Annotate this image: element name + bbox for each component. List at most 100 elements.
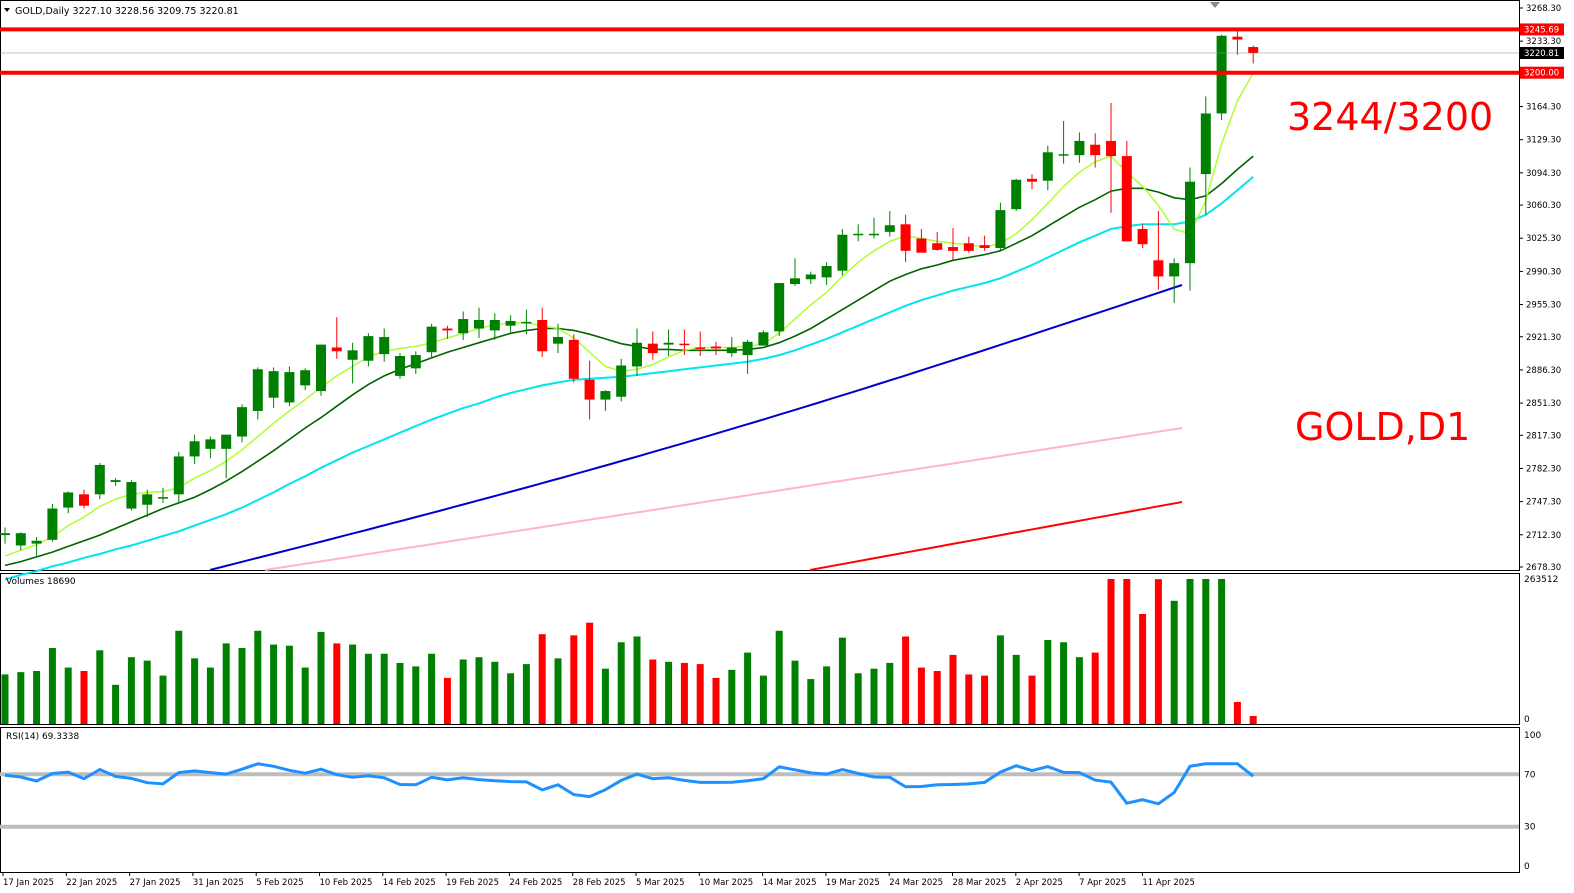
- candle: [853, 224, 864, 242]
- volume-bar: [823, 666, 831, 724]
- candle-body: [458, 319, 469, 334]
- candle: [948, 228, 958, 261]
- volume-bar: [1249, 716, 1257, 724]
- moving-averages: [4, 72, 1254, 581]
- candle: [869, 217, 879, 239]
- candle-body: [474, 319, 484, 329]
- volume-bar: [507, 673, 515, 724]
- volume-max-label: 263512: [1524, 575, 1558, 585]
- rsi-label: RSI(14) 69.3338: [6, 732, 79, 742]
- candle-body: [805, 274, 816, 280]
- time-tick-label: 22 Jan 2025: [66, 878, 117, 888]
- candle-body: [695, 347, 706, 349]
- volume-bar: [807, 679, 815, 724]
- volume-bar: [996, 635, 1004, 724]
- horizontal-levels[interactable]: [0, 27, 1519, 75]
- volume-bar: [665, 661, 673, 724]
- time-tick-label: 17 Jan 2025: [3, 878, 54, 888]
- candle-body: [47, 508, 58, 540]
- volume-bar: [712, 677, 720, 724]
- rsi-line: [4, 762, 1255, 806]
- volume-bar: [522, 664, 530, 724]
- candle-body: [1137, 229, 1148, 245]
- rsi-tick-label: 0: [1524, 862, 1530, 872]
- time-tick-label: 19 Mar 2025: [826, 878, 880, 888]
- volume-bar: [570, 635, 578, 724]
- level-price-tag: [1520, 23, 1564, 36]
- volume-bar: [285, 645, 293, 724]
- candle-body: [126, 482, 137, 509]
- rsi-panel[interactable]: [0, 727, 1520, 873]
- candle: [363, 333, 374, 367]
- candle-body: [489, 319, 500, 331]
- candle-body: [15, 533, 26, 546]
- candle-body: [837, 234, 848, 271]
- candle: [94, 463, 105, 500]
- volume-bar: [333, 643, 341, 724]
- candle: [726, 337, 737, 357]
- candle: [316, 344, 326, 396]
- candle-body: [237, 407, 247, 437]
- volume-bar: [601, 668, 609, 724]
- time-tick-label: 5 Feb 2025: [256, 878, 304, 888]
- candle-body: [63, 492, 74, 508]
- candle-body: [1090, 144, 1101, 156]
- volume-bar: [1186, 579, 1194, 724]
- candle: [79, 489, 89, 509]
- candle: [142, 489, 153, 518]
- price-tick-label: 3129.30: [1526, 136, 1561, 146]
- candle-body: [142, 494, 153, 505]
- candle: [584, 360, 595, 420]
- volume-bar: [159, 675, 167, 724]
- candle-body: [537, 319, 548, 352]
- candle-body: [1058, 154, 1069, 156]
- volume-bar: [270, 644, 278, 724]
- volume-bar: [917, 667, 925, 724]
- candle-body: [1106, 140, 1116, 157]
- volume-bar: [680, 662, 688, 724]
- level-price-label: 3245.69: [1524, 25, 1559, 35]
- candle-body: [758, 332, 769, 346]
- volume-bar: [1028, 675, 1036, 724]
- candle-body: [442, 328, 453, 331]
- levels-annotation: 3244/3200: [1287, 95, 1493, 139]
- volume-bar: [886, 662, 894, 724]
- candle: [158, 487, 168, 503]
- time-tick-label: 28 Mar 2025: [953, 878, 1007, 888]
- volume-bar: [1123, 579, 1131, 724]
- candle-body: [521, 321, 532, 324]
- time-tick-label: 2 Apr 2025: [1016, 878, 1063, 888]
- dropdown-triangle-icon[interactable]: [4, 8, 10, 12]
- candle: [1216, 34, 1227, 121]
- price-panel[interactable]: [0, 0, 1520, 571]
- volume-bar: [1218, 579, 1226, 724]
- candle: [790, 258, 800, 286]
- candle-body: [584, 379, 595, 400]
- candle-body: [726, 347, 737, 354]
- candle: [442, 325, 453, 339]
- candle: [774, 283, 785, 337]
- candle: [474, 307, 484, 338]
- volume-bar: [1107, 579, 1115, 724]
- volume-bar: [175, 630, 183, 724]
- candle-body: [1248, 47, 1259, 53]
- volume-bar: [949, 654, 957, 724]
- volume-bar: [1233, 702, 1241, 724]
- candle: [205, 436, 216, 459]
- price-tick-label: 2782.30: [1526, 464, 1561, 474]
- volume-bar: [933, 671, 941, 724]
- candle: [711, 341, 721, 356]
- volume-bar: [191, 658, 199, 724]
- candle-body: [252, 369, 263, 411]
- volume-bar: [1075, 657, 1083, 724]
- shift-marker-icon[interactable]: [1210, 2, 1220, 8]
- volume-bar: [143, 660, 151, 724]
- candle-body: [1011, 179, 1022, 210]
- candle: [47, 503, 58, 542]
- rsi-lines: [0, 762, 1519, 829]
- candle-body: [663, 342, 674, 345]
- time-tick-label: 10 Feb 2025: [320, 878, 373, 888]
- volume-bars: [1, 579, 1257, 724]
- candle: [600, 390, 611, 411]
- candle-body: [632, 342, 642, 367]
